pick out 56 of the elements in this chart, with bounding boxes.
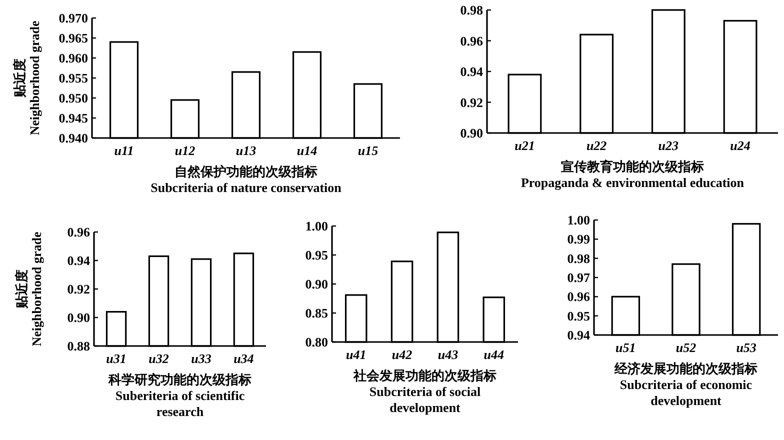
y-tick-label: 0.960 (58, 50, 88, 66)
y-tick-label: 0.90 (460, 126, 483, 141)
x-axis-title: 经济发展功能的次级指标 Subcriteria of economic development (614, 361, 758, 408)
x-tick-label: u15 (358, 143, 379, 158)
x-tick-label: u12 (174, 143, 196, 158)
y-tick-label: 0.90 (305, 276, 328, 292)
y-tick-label: 0.99 (567, 232, 590, 247)
x-tick-label: u23 (658, 138, 680, 153)
y-tick-label: 0.88 (67, 338, 90, 354)
x-axis-title: 宣传教育功能的次级指标 Propaganda & environmental education (520, 159, 745, 190)
y-tick-label: 1.00 (305, 218, 328, 234)
y-tick-label: 0.965 (58, 30, 88, 46)
x-tick-label: u51 (616, 340, 636, 355)
x-tick-label: u53 (736, 340, 757, 355)
x-tick-label: u44 (484, 347, 504, 362)
y-tick-label: 0.98 (567, 250, 590, 266)
x-tick-label: u32 (148, 351, 170, 366)
x-axis-title: 科学研究功能的次级指标 Suberiteria of scientific research (108, 372, 252, 419)
y-tick-label: 1.00 (567, 212, 590, 228)
y-tick-label: 0.94 (460, 64, 484, 80)
x-axis-title: 社会发展功能的次级指标 Subcriteria of social development (352, 368, 496, 415)
y-axis-title: 贴近度 Neighborhood grade (14, 232, 44, 346)
x-tick-label: u42 (392, 347, 413, 362)
x-tick-label: u33 (191, 351, 212, 366)
y-tick-label: 0.90 (67, 310, 90, 326)
y-tick-label: 0.96 (567, 289, 590, 304)
y-tick-label: 0.96 (460, 33, 484, 48)
x-tick-label: u22 (586, 138, 608, 153)
x-tick-label: u21 (514, 138, 535, 153)
x-tick-label: u43 (438, 347, 459, 362)
x-tick-label: u34 (234, 351, 254, 366)
y-tick-label: 0.950 (58, 90, 88, 106)
y-tick-label: 0.94 (567, 328, 590, 343)
y-tick-label: 0.85 (305, 306, 328, 321)
y-tick-label: 0.80 (305, 334, 328, 350)
x-tick-label: u24 (730, 138, 751, 153)
y-tick-label: 0.970 (58, 10, 88, 26)
x-tick-label: u14 (296, 143, 318, 158)
y-axis-title: 贴近度 Neighborhood grade (12, 20, 42, 136)
y-tick-label: 0.945 (58, 110, 88, 126)
x-tick-label: u13 (236, 143, 257, 158)
x-tick-label: u41 (346, 347, 366, 362)
y-tick-label: 0.96 (67, 224, 90, 240)
y-tick-label: 0.92 (460, 94, 483, 110)
x-tick-label: u31 (106, 351, 126, 366)
x-tick-label: u52 (676, 340, 697, 355)
y-tick-label: 0.955 (58, 70, 88, 86)
x-axis-title: 自然保护功能的次级指标 Subcriteria of nature conservation (150, 164, 342, 195)
y-tick-label: 0.97 (567, 270, 590, 286)
y-tick-label: 0.92 (67, 282, 90, 297)
y-tick-label: 0.98 (460, 2, 484, 18)
y-tick-label: 0.95 (567, 308, 590, 324)
y-tick-label: 0.940 (58, 130, 88, 146)
y-tick-label: 0.94 (67, 253, 90, 268)
y-tick-label: 0.95 (305, 248, 328, 263)
x-tick-label: u11 (114, 143, 134, 158)
